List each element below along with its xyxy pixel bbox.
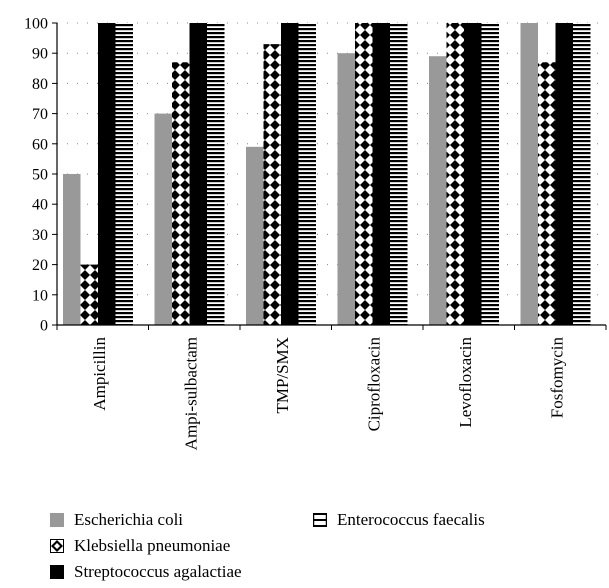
x-category-label: Fosfomycin (547, 337, 566, 419)
bar (481, 23, 499, 325)
labels: 0 10 20 30 40 50 60 70 80 90 100 Ampicillin Ampi-sul… (24, 16, 566, 451)
x-category-label: Ampi-sulbactam (181, 337, 200, 450)
bar (115, 23, 133, 325)
x-category-label: Ampicillin (90, 337, 109, 411)
bar (281, 23, 299, 325)
y-tick-label: 50 (32, 167, 48, 184)
x-category-label: Ciprofloxacin (364, 337, 383, 432)
x-category-label: Levofloxacin (456, 337, 475, 428)
bar (246, 146, 264, 325)
y-tick-label: 80 (32, 76, 48, 93)
y-tick-label: 70 (32, 106, 48, 123)
bar (298, 23, 316, 325)
bar (355, 23, 373, 325)
x-category-label: TMP/SMX (273, 337, 292, 414)
y-tick-label: 40 (32, 197, 48, 214)
bar (98, 23, 116, 325)
bars (63, 23, 591, 325)
bar (390, 23, 408, 325)
bar (464, 23, 482, 325)
bar (154, 113, 172, 325)
y-tick-label: 30 (32, 227, 48, 244)
bar (538, 62, 556, 325)
y-tick-label: 20 (32, 257, 48, 274)
bar (80, 264, 98, 325)
bar (520, 23, 538, 325)
bar (446, 23, 464, 325)
axes (52, 22, 607, 330)
y-tick-label: 90 (32, 46, 48, 63)
bar (337, 53, 355, 325)
y-tick-label: 100 (24, 16, 48, 33)
bar (172, 62, 190, 325)
y-tick-label: 0 (40, 318, 48, 335)
bar (372, 23, 390, 325)
bar (189, 23, 207, 325)
bar (263, 44, 281, 325)
bar (429, 56, 447, 325)
bar (573, 23, 591, 325)
y-tick-label: 10 (32, 287, 48, 304)
bar (207, 23, 225, 325)
bar (555, 23, 573, 325)
y-tick-label: 60 (32, 136, 48, 153)
bar (63, 174, 81, 325)
